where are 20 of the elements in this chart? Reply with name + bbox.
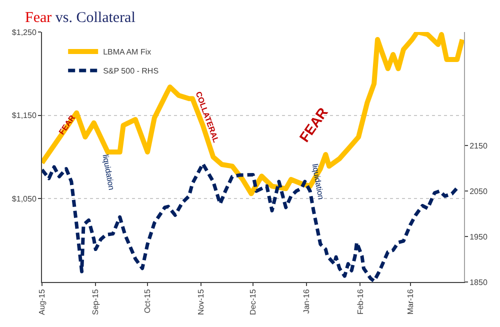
y-tick-label: $1,150	[12, 111, 37, 120]
y2-tick-label: 1850	[470, 278, 488, 287]
x-tick-label: Nov-15	[196, 288, 206, 315]
annotation: liquidation	[100, 154, 116, 191]
y2-tick-label: 1950	[470, 232, 488, 242]
x-tick-label: Sep-15	[91, 288, 100, 315]
y-tick-label: $1,050	[12, 194, 37, 204]
y-tick-label: $1,250	[12, 28, 37, 37]
x-tick-label: Mar-16	[406, 288, 415, 315]
x-tick-label: Feb-16	[356, 288, 365, 315]
x-tick-label: Dec-15	[248, 288, 258, 315]
y2-tick-label: 2050	[470, 186, 488, 196]
legend-label: LBMA AM Fix	[103, 48, 152, 57]
x-tick-label: Oct-15	[143, 288, 152, 314]
y2-tick-label: 2150	[470, 141, 488, 150]
x-tick-label: Jan-16	[302, 288, 312, 314]
annotation: liquidation	[310, 163, 326, 200]
legend-label: S&P 500 - RHS	[103, 66, 159, 76]
chart-title: Fear vs. Collateral	[25, 10, 136, 26]
x-tick-label: Aug-15	[38, 288, 47, 315]
